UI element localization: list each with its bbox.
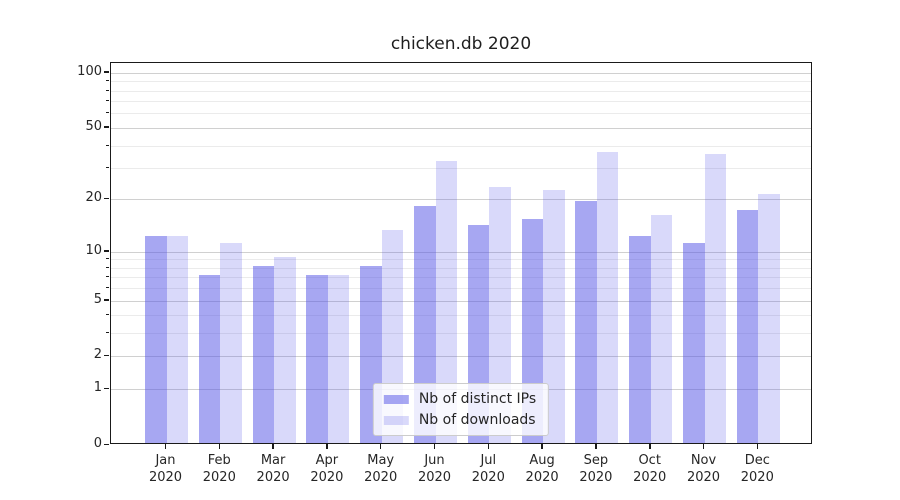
bar-downloads-oct-2020 [650,214,673,443]
gridline-minor-4 [111,315,811,317]
xtick-mark-jun-2020 [433,444,436,449]
ytick-label-10: 10 [85,242,102,258]
xtick-mark-may-2020 [379,444,382,449]
bar-distinct-ips-feb-2020 [198,275,221,443]
ytick-label-0: 0 [93,436,102,451]
gridline-minor-30 [111,168,811,169]
bar-downloads-feb-2020 [220,242,242,443]
gridline-minor-7 [111,277,811,279]
legend-item-distinct-ips: Nb of distinct IPs [383,391,537,407]
xtick-label-oct-2020: Oct 2020 [633,453,667,485]
legend-swatch-distinct-ips [383,394,409,404]
gridline-major-10 [111,251,811,253]
xtick-label-apr-2020: Apr 2020 [310,453,344,485]
bar-downloads-jan-2020 [166,236,188,443]
xtick-label-mar-2020: Mar 2020 [256,453,290,485]
gridline-minor-40 [111,145,811,147]
legend-label-distinct-ips: Nb of distinct IPs [418,391,537,407]
xtick-label-sep-2020: Sep 2020 [579,453,613,485]
ytick-mark-10 [104,250,109,252]
gridline-major-5 [111,300,811,302]
ytick-mark-minor-80 [106,89,109,91]
bar-distinct-ips-nov-2020 [683,242,705,443]
bar-distinct-ips-mar-2020 [252,265,275,443]
gridline-major-2 [111,356,811,358]
ytick-mark-minor-8 [106,266,109,268]
ytick-mark-minor-40 [106,144,109,146]
ytick-mark-50 [104,126,109,128]
bar-downloads-dec-2020 [758,193,780,443]
gridline-minor-80 [111,90,811,92]
bar-downloads-apr-2020 [327,275,350,443]
gridline-minor-70 [111,101,811,103]
legend-item-downloads: Nb of downloads [383,412,536,428]
bar-distinct-ips-oct-2020 [629,236,651,443]
xtick-label-feb-2020: Feb 2020 [202,453,236,485]
xtick-label-jun-2020: Jun 2020 [417,453,452,485]
ytick-mark-1 [104,387,109,390]
legend-swatch-downloads [383,415,409,425]
xtick-label-aug-2020: Aug 2020 [525,453,559,485]
ytick-label-50: 50 [85,118,102,134]
gridline-minor-6 [111,288,811,290]
xtick-label-dec-2020: Dec 2020 [740,453,774,485]
gridline-minor-3 [111,333,811,335]
gridline-major-50 [111,127,811,129]
xtick-mark-jul-2020 [487,444,489,449]
xtick-mark-nov-2020 [702,444,705,449]
ytick-mark-minor-90 [106,80,109,82]
legend: Nb of distinct IPs Nb of downloads [372,383,550,436]
ytick-mark-0 [104,443,109,445]
bar-downloads-jun-2020 [435,161,457,443]
gridline-major-100 [111,72,811,74]
ytick-mark-minor-7 [106,276,109,278]
gridline-minor-90 [111,81,811,83]
ytick-label-20: 20 [85,190,102,206]
ytick-mark-minor-70 [106,100,109,102]
ytick-mark-100 [104,71,109,73]
bar-downloads-jul-2020 [489,186,511,443]
bar-distinct-ips-jan-2020 [145,236,167,443]
xtick-label-may-2020: May 2020 [364,453,398,485]
xtick-mark-aug-2020 [541,444,543,449]
bar-downloads-sep-2020 [596,151,619,443]
ytick-mark-minor-3 [106,332,109,334]
ytick-mark-2 [104,354,109,357]
xtick-mark-mar-2020 [272,444,274,449]
xtick-mark-dec-2020 [756,444,758,449]
ytick-mark-minor-4 [106,314,109,316]
bar-downloads-nov-2020 [704,154,726,443]
ytick-mark-minor-6 [106,287,109,289]
gridline-minor-9 [111,259,811,261]
bar-distinct-ips-dec-2020 [736,209,759,443]
ytick-mark-minor-30 [106,167,109,168]
ytick-mark-minor-9 [106,258,109,260]
ytick-mark-20 [104,197,109,200]
ytick-label-2: 2 [93,347,102,363]
gridline-minor-60 [111,113,811,115]
xtick-mark-oct-2020 [649,444,651,449]
bar-downloads-aug-2020 [543,190,565,443]
xtick-mark-feb-2020 [218,444,221,449]
gridline-major-20 [111,199,811,201]
gridline-minor-8 [111,267,811,269]
xtick-mark-jan-2020 [164,444,167,449]
xtick-label-nov-2020: Nov 2020 [686,453,721,485]
bar-distinct-ips-sep-2020 [575,201,597,443]
bar-downloads-mar-2020 [274,257,296,443]
xtick-label-jan-2020: Jan 2020 [148,453,183,485]
xtick-label-jul-2020: Jul 2020 [471,453,505,485]
legend-label-downloads: Nb of downloads [418,412,536,428]
bar-distinct-ips-apr-2020 [306,275,328,443]
ytick-mark-5 [104,299,109,301]
ytick-label-100: 100 [77,63,102,79]
plot-area: Nb of distinct IPs Nb of downloads [110,62,812,444]
ytick-mark-minor-60 [106,112,109,114]
chart-title: chicken.db 2020 [390,34,532,54]
ytick-label-5: 5 [93,291,102,307]
xtick-mark-sep-2020 [595,444,597,449]
xtick-mark-apr-2020 [326,444,328,449]
ytick-label-1: 1 [93,380,102,396]
